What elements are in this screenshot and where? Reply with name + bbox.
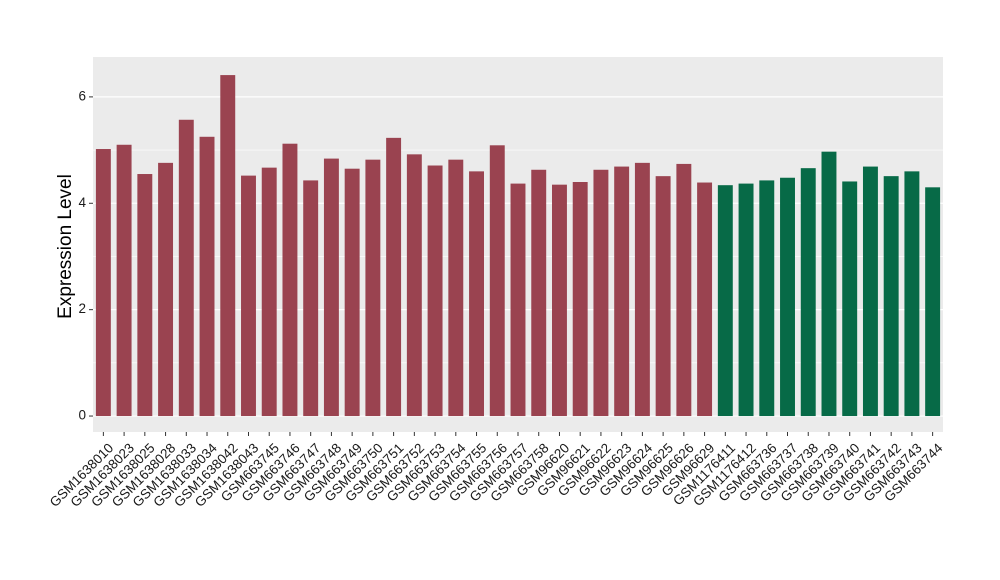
bar — [614, 166, 630, 417]
bar — [323, 158, 339, 417]
bar — [199, 136, 215, 417]
bar — [406, 154, 422, 417]
y-tick-label: 0 — [78, 408, 86, 423]
bar — [95, 149, 111, 417]
bar — [842, 181, 858, 417]
bar — [738, 183, 754, 417]
bar — [137, 174, 153, 417]
y-axis: 0 2 4 6 — [78, 88, 93, 423]
bar — [717, 185, 733, 417]
bar — [448, 159, 464, 417]
bar — [676, 163, 692, 417]
bar — [510, 183, 526, 417]
bar — [241, 175, 256, 417]
y-tick-label: 2 — [78, 301, 86, 316]
bar — [116, 144, 132, 417]
y-tick-label: 6 — [78, 88, 86, 103]
bar — [821, 151, 837, 417]
bar — [158, 162, 174, 417]
bar — [780, 177, 795, 417]
y-tick-label: 4 — [78, 195, 86, 210]
bar — [800, 168, 816, 417]
bar — [282, 143, 298, 417]
bar — [427, 165, 443, 417]
bar — [759, 180, 775, 417]
bar — [261, 167, 277, 417]
bar — [220, 75, 236, 417]
bar — [634, 162, 650, 417]
bar — [386, 137, 402, 417]
bar — [552, 184, 567, 417]
bar — [904, 171, 920, 417]
bar — [178, 119, 194, 417]
bar — [883, 176, 899, 417]
bar — [572, 182, 588, 417]
y-axis-label: Expression Level — [55, 174, 76, 319]
bar — [303, 180, 319, 417]
bar — [925, 187, 941, 417]
bar — [593, 169, 609, 417]
bar — [531, 169, 547, 417]
bar — [469, 171, 484, 417]
bar — [697, 182, 713, 417]
bar — [344, 168, 360, 417]
bar — [655, 176, 671, 417]
bars — [95, 75, 941, 417]
bar — [489, 145, 505, 417]
bar — [862, 166, 878, 417]
x-axis: GSM1638010GSM1638023GSM1638025GSM1638028… — [47, 432, 946, 510]
bar — [365, 159, 381, 417]
